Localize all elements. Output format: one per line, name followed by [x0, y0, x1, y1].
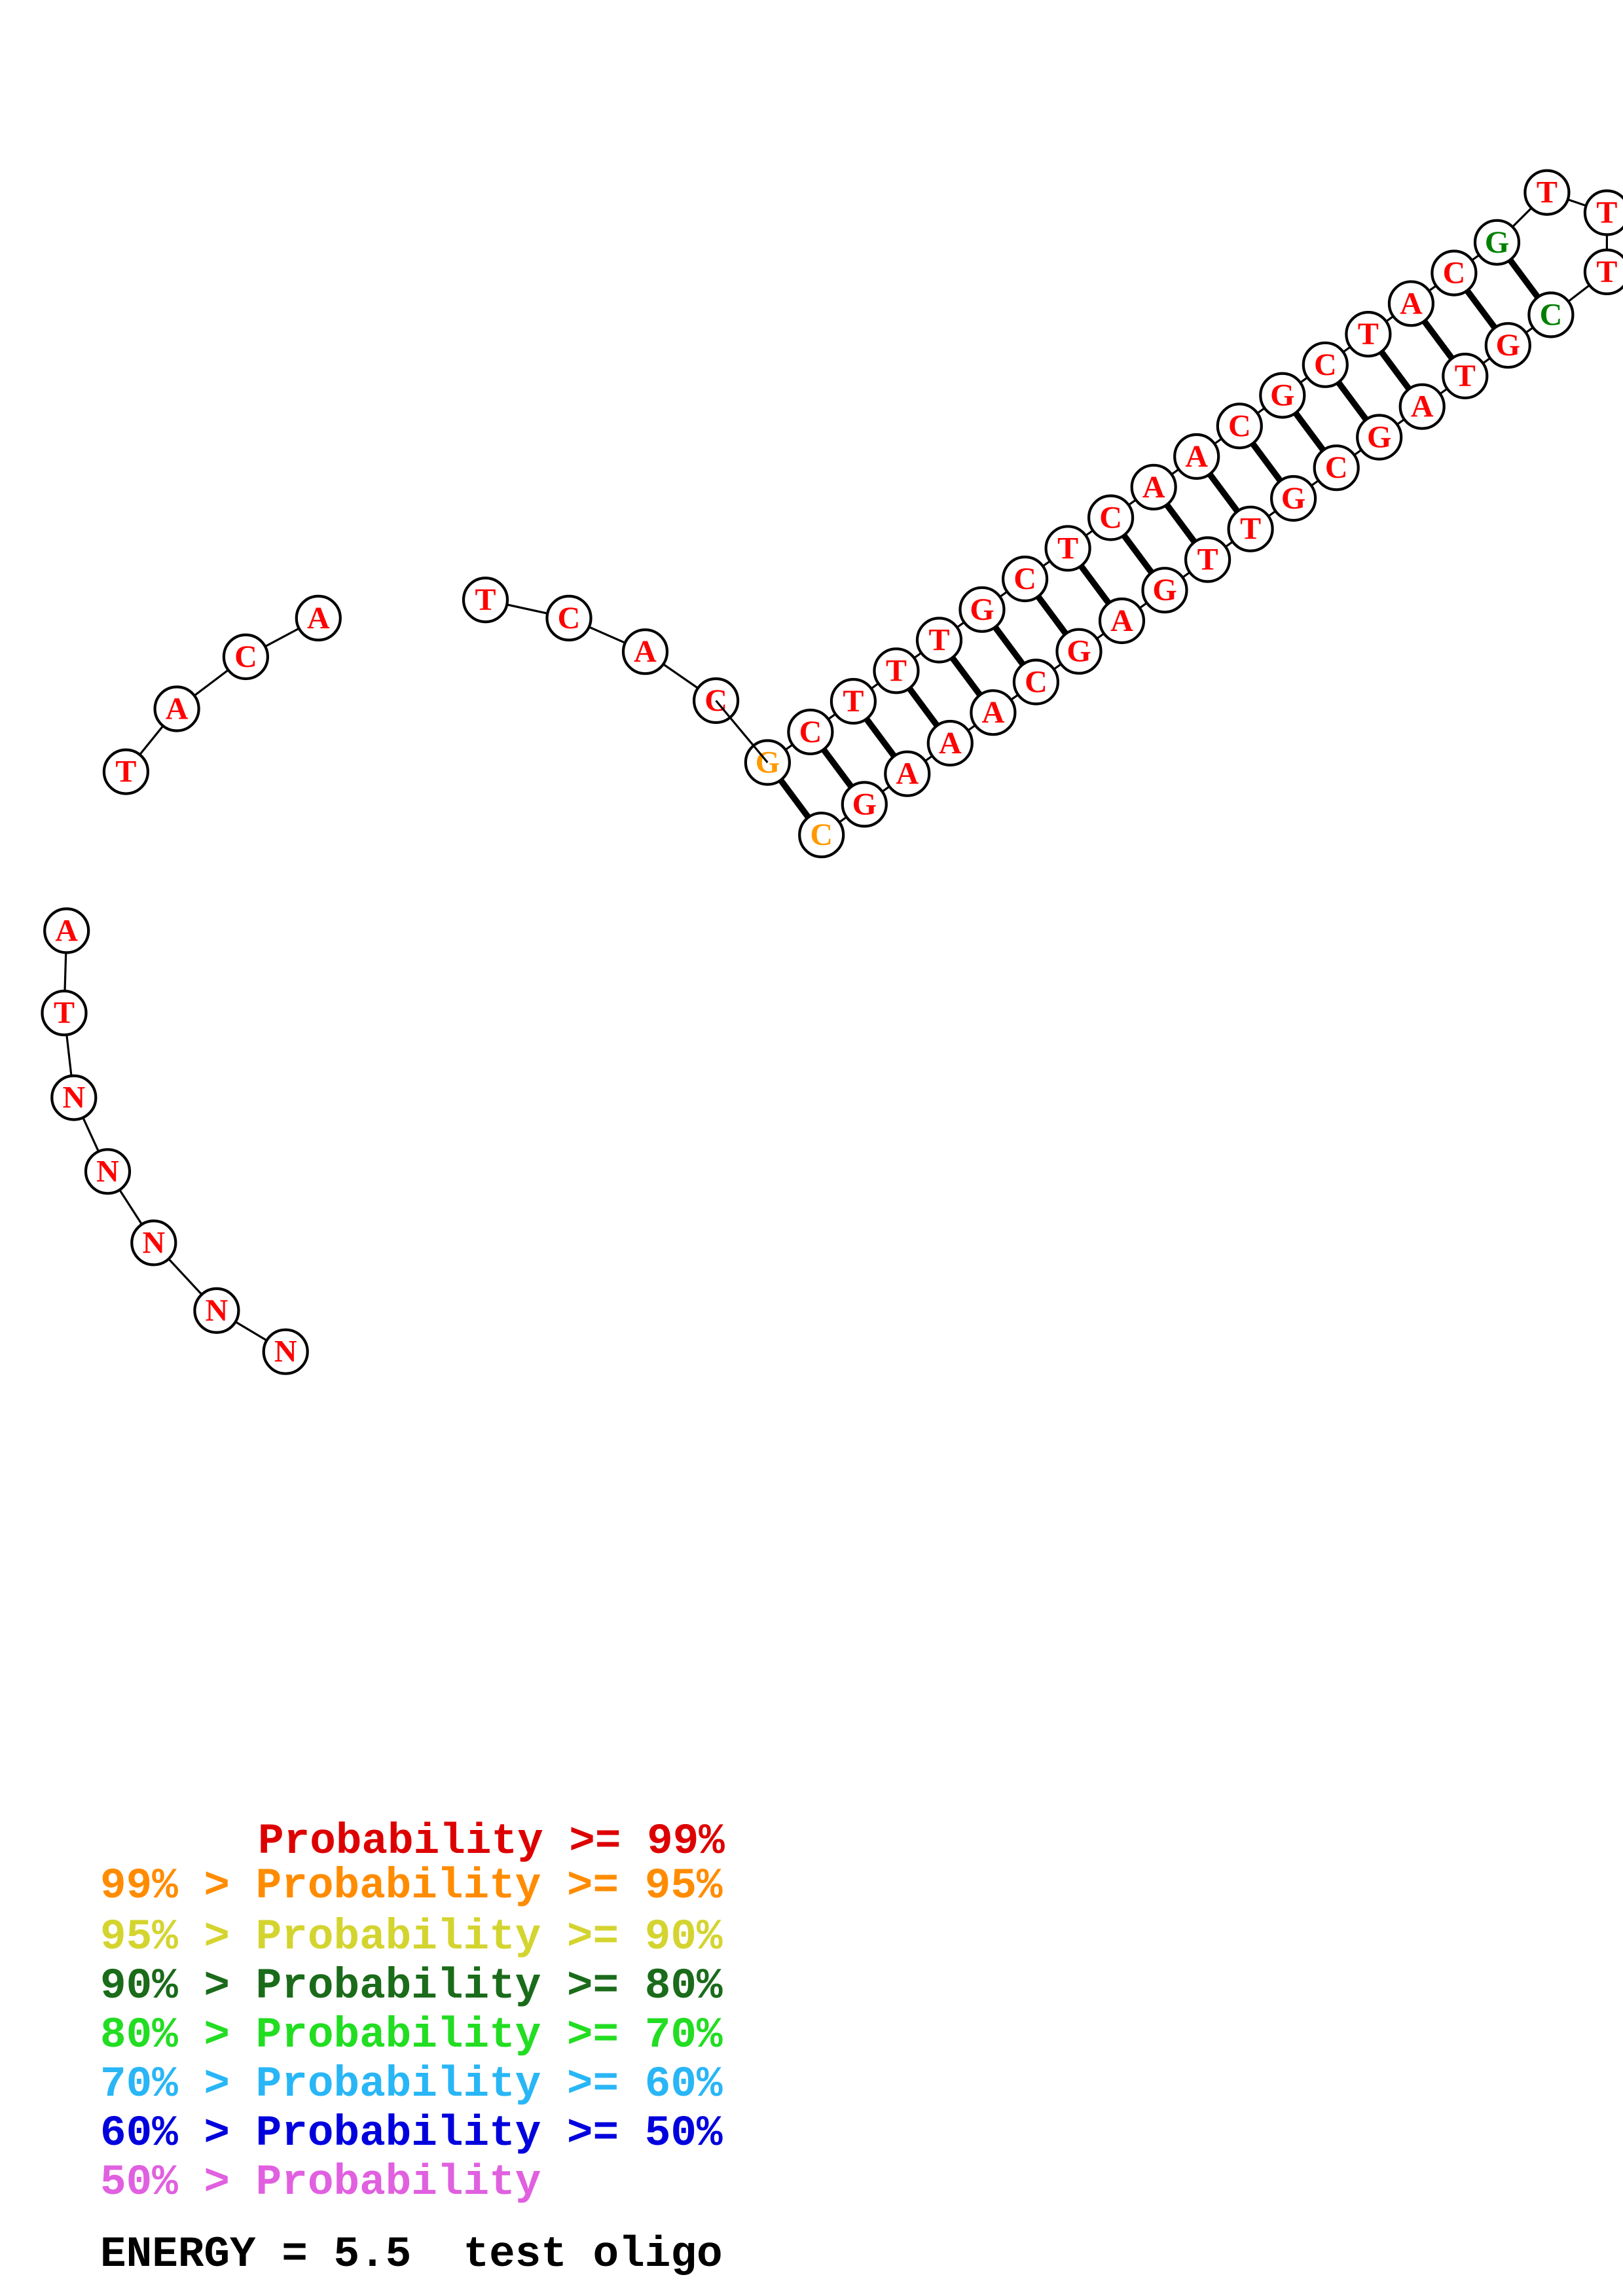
svg-text:ENERGY = 5.5 test oligo: ENERGY = 5.5 test oligo: [100, 2230, 723, 2279]
svg-text:C: C: [1540, 298, 1563, 332]
svg-text:G: G: [852, 787, 877, 821]
svg-text:N: N: [142, 1225, 165, 1260]
svg-text:T: T: [1596, 255, 1617, 289]
svg-text:A: A: [307, 601, 330, 636]
svg-text:N: N: [206, 1293, 228, 1328]
svg-text:G: G: [1485, 225, 1509, 260]
svg-text:90% > Probability >= 80%: 90% > Probability >= 80%: [100, 1962, 723, 2011]
svg-text:G: G: [970, 592, 994, 627]
svg-text:A: A: [1185, 439, 1208, 474]
svg-text:C: C: [1314, 348, 1337, 382]
svg-text:60% > Probability >= 50%: 60% > Probability >= 50%: [100, 2109, 723, 2158]
svg-text:C: C: [1228, 408, 1251, 443]
svg-text:T: T: [1358, 317, 1379, 351]
svg-text:T: T: [54, 996, 75, 1030]
svg-text:G: G: [1496, 328, 1520, 363]
svg-text:A: A: [634, 634, 657, 669]
svg-text:G: G: [1367, 420, 1391, 455]
svg-text:N: N: [96, 1154, 119, 1189]
svg-text:A: A: [982, 695, 1005, 730]
svg-text:A: A: [939, 726, 962, 761]
svg-text:A: A: [1142, 470, 1165, 505]
svg-text:C: C: [810, 817, 833, 852]
svg-text:T: T: [1057, 531, 1078, 565]
svg-text:C: C: [1099, 501, 1122, 535]
svg-text:T: T: [1240, 512, 1261, 547]
svg-text:T: T: [1596, 196, 1617, 230]
svg-text:G: G: [1270, 378, 1294, 413]
svg-text:C: C: [1013, 562, 1036, 596]
svg-text:C: C: [558, 601, 581, 636]
svg-text:A: A: [896, 757, 919, 791]
svg-text:C: C: [1025, 665, 1048, 700]
svg-text:T: T: [843, 684, 864, 719]
svg-text:T: T: [886, 653, 907, 688]
svg-text:G: G: [1067, 634, 1091, 669]
svg-text:G: G: [1152, 573, 1176, 607]
svg-text:Probability >= 99%: Probability >= 99%: [258, 1817, 725, 1866]
svg-text:T: T: [1537, 175, 1558, 210]
svg-text:95% > Probability >= 90%: 95% > Probability >= 90%: [100, 1912, 723, 1962]
svg-text:T: T: [1197, 543, 1218, 577]
svg-text:A: A: [1400, 286, 1423, 321]
svg-text:C: C: [234, 639, 257, 674]
svg-text:T: T: [928, 623, 949, 658]
svg-text:G: G: [1281, 481, 1305, 516]
svg-text:T: T: [475, 583, 496, 617]
svg-text:C: C: [1443, 256, 1466, 291]
svg-text:A: A: [1110, 603, 1133, 638]
svg-text:N: N: [274, 1335, 297, 1369]
svg-text:N: N: [62, 1081, 85, 1115]
svg-text:A: A: [1411, 389, 1434, 424]
svg-text:99% > Probability >= 95%: 99% > Probability >= 95%: [100, 1861, 723, 1910]
svg-text:80% > Probability >= 70%: 80% > Probability >= 70%: [100, 2011, 723, 2060]
svg-text:C: C: [799, 715, 822, 749]
svg-text:T: T: [1455, 359, 1476, 393]
svg-text:A: A: [55, 914, 78, 948]
svg-text:C: C: [1325, 450, 1348, 485]
svg-text:A: A: [166, 692, 189, 726]
svg-text:T: T: [115, 755, 136, 789]
svg-text:50% > Probability: 50% > Probability: [100, 2158, 541, 2207]
svg-text:70% > Probability >= 60%: 70% > Probability >= 60%: [100, 2060, 723, 2109]
